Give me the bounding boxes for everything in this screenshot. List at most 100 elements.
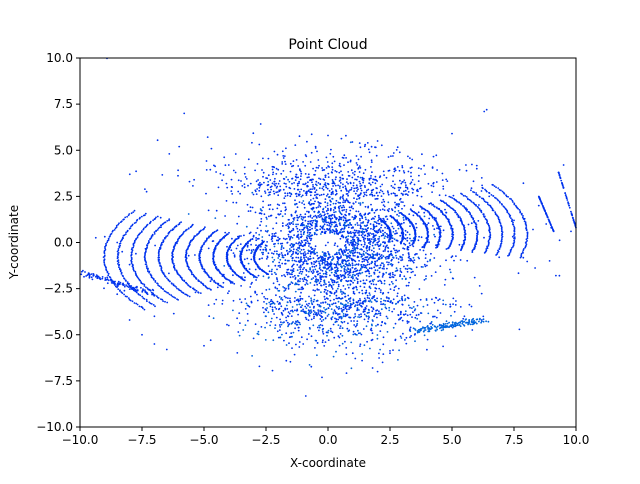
- data-point: [320, 320, 323, 322]
- data-point: [298, 238, 300, 240]
- data-point: [352, 290, 355, 293]
- data-point: [143, 298, 146, 300]
- data-point: [364, 234, 367, 237]
- data-point: [357, 256, 360, 258]
- data-point: [328, 285, 330, 287]
- data-point: [377, 276, 380, 278]
- data-point: [397, 186, 400, 189]
- data-point: [412, 204, 414, 207]
- data-point: [376, 269, 379, 272]
- data-point: [400, 192, 403, 195]
- data-point: [297, 188, 300, 191]
- data-point: [278, 296, 281, 298]
- data-point: [325, 331, 328, 334]
- data-point: [425, 277, 427, 280]
- data-point: [393, 168, 396, 170]
- data-point: [422, 266, 424, 268]
- data-point: [326, 204, 329, 207]
- data-point: [309, 194, 312, 197]
- data-point: [279, 258, 282, 261]
- data-point: [374, 262, 376, 265]
- data-point: [344, 221, 347, 224]
- data-point: [363, 214, 366, 216]
- data-point: [426, 348, 428, 351]
- data-point: [350, 232, 352, 235]
- data-point: [313, 249, 315, 252]
- data-point: [312, 257, 315, 259]
- data-point: [470, 187, 473, 190]
- data-point: [313, 187, 316, 189]
- data-point: [286, 223, 289, 226]
- data-point: [432, 185, 435, 188]
- data-point: [360, 333, 363, 336]
- data-point: [321, 167, 323, 169]
- data-point: [359, 217, 361, 220]
- data-point: [268, 208, 271, 211]
- data-point: [336, 287, 339, 290]
- data-point: [319, 213, 322, 216]
- data-point: [141, 333, 143, 336]
- data-point: [276, 278, 278, 281]
- data-point: [207, 237, 210, 239]
- data-point: [244, 176, 247, 178]
- data-point: [406, 237, 409, 239]
- data-point: [372, 236, 375, 238]
- data-point: [334, 211, 337, 213]
- data-point: [363, 297, 366, 300]
- data-point: [348, 257, 351, 259]
- data-point: [189, 286, 192, 289]
- data-point: [304, 213, 307, 216]
- data-point: [342, 199, 345, 201]
- data-point: [448, 321, 450, 324]
- data-point: [312, 178, 314, 181]
- data-point: [335, 223, 338, 226]
- data-point: [281, 262, 284, 265]
- data-point: [266, 241, 268, 243]
- data-point: [314, 219, 317, 222]
- data-point: [320, 233, 322, 235]
- data-point: [305, 256, 308, 258]
- data-point: [347, 182, 349, 185]
- data-point: [394, 322, 397, 325]
- data-point: [243, 279, 246, 282]
- data-point: [361, 271, 364, 274]
- data-point: [336, 313, 339, 316]
- data-point: [256, 227, 259, 230]
- data-point: [303, 230, 306, 233]
- data-point: [368, 275, 371, 278]
- data-point: [396, 292, 399, 295]
- data-point: [409, 313, 412, 316]
- data-point: [158, 253, 160, 256]
- data-point: [294, 283, 296, 286]
- data-point: [231, 282, 234, 284]
- data-point: [295, 223, 297, 226]
- data-point: [292, 276, 294, 278]
- data-point: [340, 275, 343, 278]
- data-point: [157, 297, 160, 299]
- data-point: [341, 293, 343, 295]
- data-point: [409, 259, 412, 262]
- data-point: [307, 211, 310, 214]
- data-point: [372, 283, 375, 286]
- data-point: [118, 246, 121, 249]
- data-point: [345, 246, 347, 249]
- data-point: [353, 234, 356, 237]
- data-point: [312, 185, 314, 188]
- data-point: [255, 244, 257, 247]
- data-point: [338, 251, 340, 254]
- data-point: [435, 181, 438, 183]
- data-point: [355, 270, 358, 272]
- data-point: [301, 263, 304, 266]
- data-point: [456, 213, 459, 215]
- data-point: [442, 185, 445, 188]
- data-point: [307, 249, 310, 252]
- data-point: [259, 181, 261, 184]
- data-point: [327, 183, 330, 185]
- data-point: [297, 176, 299, 179]
- data-point: [345, 181, 348, 184]
- data-point: [359, 185, 362, 188]
- data-point: [337, 283, 340, 286]
- data-point: [351, 236, 354, 239]
- data-point: [276, 191, 279, 193]
- data-point: [386, 236, 389, 239]
